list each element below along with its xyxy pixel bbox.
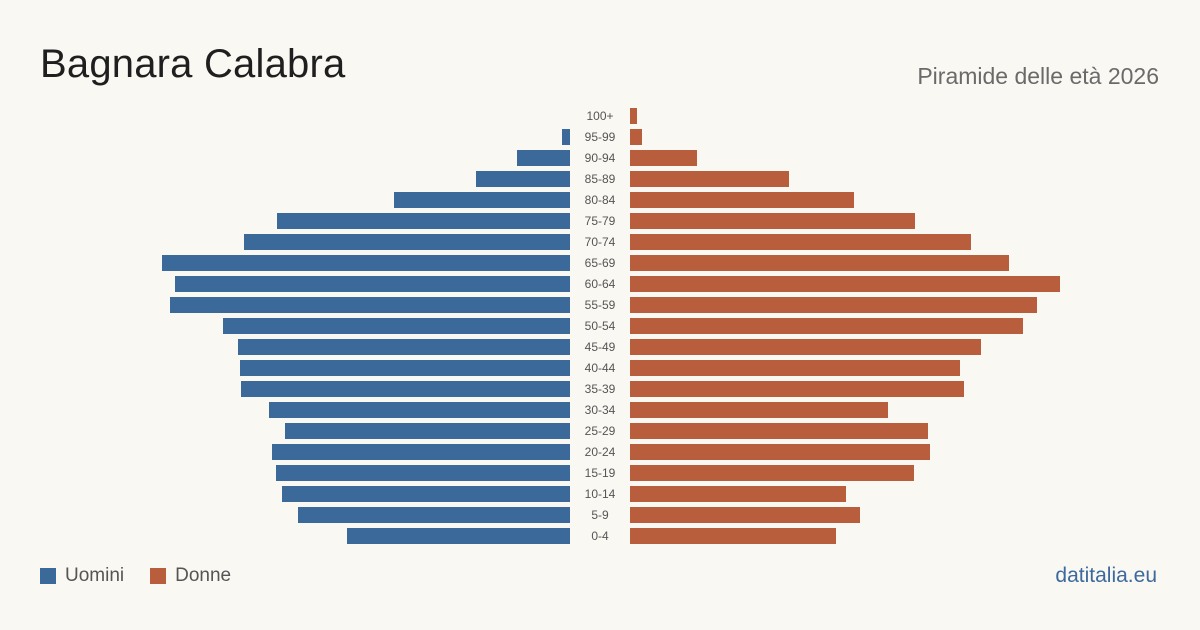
bar-men-35-39 <box>241 381 570 397</box>
bar-women-80-84 <box>630 192 854 208</box>
bar-men-15-19 <box>276 465 570 481</box>
bar-women-10-14 <box>630 486 846 502</box>
age-label-10-14: 10-14 <box>585 487 616 501</box>
age-label-100plus: 100+ <box>586 109 613 123</box>
bar-men-95-99 <box>562 129 570 145</box>
bar-men-30-34 <box>269 402 570 418</box>
bar-women-65-69 <box>630 255 1009 271</box>
bar-men-25-29 <box>285 423 570 439</box>
age-label-65-69: 65-69 <box>585 256 616 270</box>
bar-men-10-14 <box>282 486 570 502</box>
bar-women-100plus <box>630 108 637 124</box>
legend-swatch-women <box>150 568 167 584</box>
age-label-70-74: 70-74 <box>585 235 616 249</box>
bar-women-40-44 <box>630 360 960 376</box>
bar-men-60-64 <box>175 276 570 292</box>
bar-men-85-89 <box>476 171 570 187</box>
chart-title: Bagnara Calabra <box>40 42 346 86</box>
bar-women-20-24 <box>630 444 930 460</box>
age-label-30-34: 30-34 <box>585 403 616 417</box>
bar-men-90-94 <box>517 150 570 166</box>
bar-men-75-79 <box>277 213 570 229</box>
age-label-0-4: 0-4 <box>591 529 609 543</box>
bar-men-80-84 <box>394 192 570 208</box>
age-label-40-44: 40-44 <box>585 361 616 375</box>
bar-women-50-54 <box>630 318 1023 334</box>
bar-men-70-74 <box>244 234 570 250</box>
age-label-25-29: 25-29 <box>585 424 616 438</box>
legend-item-women: Donne <box>150 565 231 587</box>
bar-men-55-59 <box>170 297 570 313</box>
legend-swatch-men <box>40 568 56 584</box>
bar-women-25-29 <box>630 423 928 439</box>
bar-women-0-4 <box>630 528 836 544</box>
legend-label-women: Donne <box>175 565 232 586</box>
legend-item-men: Uomini <box>40 565 124 587</box>
age-label-35-39: 35-39 <box>585 382 616 396</box>
bar-men-40-44 <box>240 360 570 376</box>
bar-women-75-79 <box>630 213 915 229</box>
bar-women-35-39 <box>630 381 964 397</box>
bar-women-90-94 <box>630 150 697 166</box>
age-label-15-19: 15-19 <box>585 466 616 480</box>
chart-legend: Uomini Donne <box>40 565 231 587</box>
bar-women-55-59 <box>630 297 1037 313</box>
age-label-5-9: 5-9 <box>591 508 609 522</box>
bar-women-30-34 <box>630 402 888 418</box>
bar-men-20-24 <box>272 444 570 460</box>
age-label-95-99: 95-99 <box>585 130 616 144</box>
bar-women-95-99 <box>630 129 642 145</box>
bar-women-85-89 <box>630 171 789 187</box>
legend-label-men: Uomini <box>65 565 125 586</box>
bar-women-15-19 <box>630 465 914 481</box>
brand-link[interactable]: datitalia.eu <box>1055 564 1157 587</box>
bar-men-0-4 <box>347 528 570 544</box>
bar-women-70-74 <box>630 234 971 250</box>
chart-subtitle: Piramide delle età 2026 <box>917 63 1159 89</box>
bar-women-5-9 <box>630 507 860 523</box>
age-label-80-84: 80-84 <box>585 193 616 207</box>
age-label-90-94: 90-94 <box>585 151 616 165</box>
age-label-20-24: 20-24 <box>585 445 616 459</box>
age-label-75-79: 75-79 <box>585 214 616 228</box>
bar-men-45-49 <box>238 339 570 355</box>
bar-men-50-54 <box>223 318 570 334</box>
bar-women-60-64 <box>630 276 1060 292</box>
age-label-45-49: 45-49 <box>585 340 616 354</box>
bar-men-65-69 <box>162 255 570 271</box>
age-label-50-54: 50-54 <box>585 319 616 333</box>
age-label-55-59: 55-59 <box>585 298 616 312</box>
age-label-85-89: 85-89 <box>585 172 616 186</box>
bar-women-45-49 <box>630 339 981 355</box>
age-label-60-64: 60-64 <box>585 277 616 291</box>
bar-men-5-9 <box>298 507 570 523</box>
